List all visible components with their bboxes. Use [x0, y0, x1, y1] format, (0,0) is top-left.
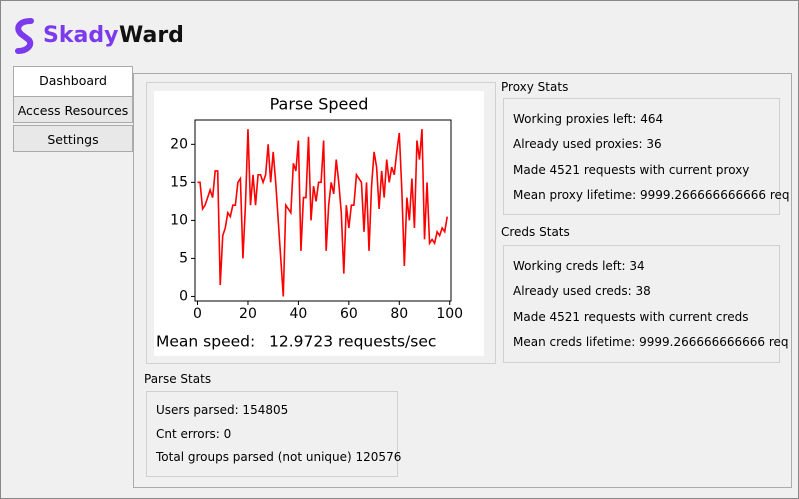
mean-speed-value: 12.9723 requests/sec — [269, 333, 436, 351]
creds-box — [503, 245, 780, 363]
brand-first: Skady — [43, 23, 119, 48]
plot-frame — [194, 119, 452, 302]
group-title: Parse Stats — [144, 372, 212, 386]
y-tick-label: 20 — [170, 136, 188, 152]
chart-title: Parse Speed — [270, 95, 369, 114]
proxy-box — [503, 98, 780, 215]
y-tick-label: 15 — [170, 174, 188, 190]
brand-second: Ward — [119, 23, 184, 48]
y-tick-label: 5 — [179, 250, 188, 266]
stat-line: Made 4521 requests with current creds — [513, 309, 749, 324]
y-tick-label: 0 — [179, 288, 188, 304]
stat-line: Users parsed: 154805 — [156, 403, 289, 417]
stat-line: Working proxies left: 464 — [513, 112, 664, 126]
logo — [15, 18, 34, 54]
x-tick-label: 60 — [340, 306, 358, 322]
x-tick-label: 20 — [239, 306, 257, 322]
group-title: Creds Stats — [501, 225, 570, 239]
x-tick-label: 40 — [289, 306, 307, 322]
stat-line: Mean proxy lifetime: 9999.266666666666 r… — [513, 187, 790, 202]
parse-box — [146, 391, 398, 477]
stat-line: Total groups parsed (not unique) 120576 — [156, 450, 402, 464]
x-tick-label: 100 — [436, 306, 463, 322]
x-tick-label: 80 — [390, 306, 408, 322]
line — [197, 129, 449, 297]
mean-speed-label: Mean speed: — [156, 333, 255, 351]
y-tick-label: 10 — [170, 212, 188, 228]
tab[interactable]: Settings — [13, 125, 133, 152]
stat-line: Cnt errors: 0 — [156, 426, 232, 441]
tab[interactable]: Dashboard — [13, 66, 133, 96]
stat-line: Already used proxies: 36 — [513, 137, 662, 152]
tab[interactable]: Access Resources — [13, 96, 133, 123]
stat-line: Already used creds: 38 — [513, 284, 651, 299]
group-title: Proxy Stats — [501, 80, 569, 94]
x-tick-label: 0 — [193, 306, 202, 322]
chart: Parse Speed Mean speed: 12.9723 requests… — [154, 91, 484, 356]
stat-line: Mean creds lifetime: 9999.266666666666 r… — [513, 334, 789, 349]
stat-line: Made 4521 requests with current proxy — [513, 162, 750, 177]
stat-line: Working creds left: 34 — [513, 259, 645, 273]
